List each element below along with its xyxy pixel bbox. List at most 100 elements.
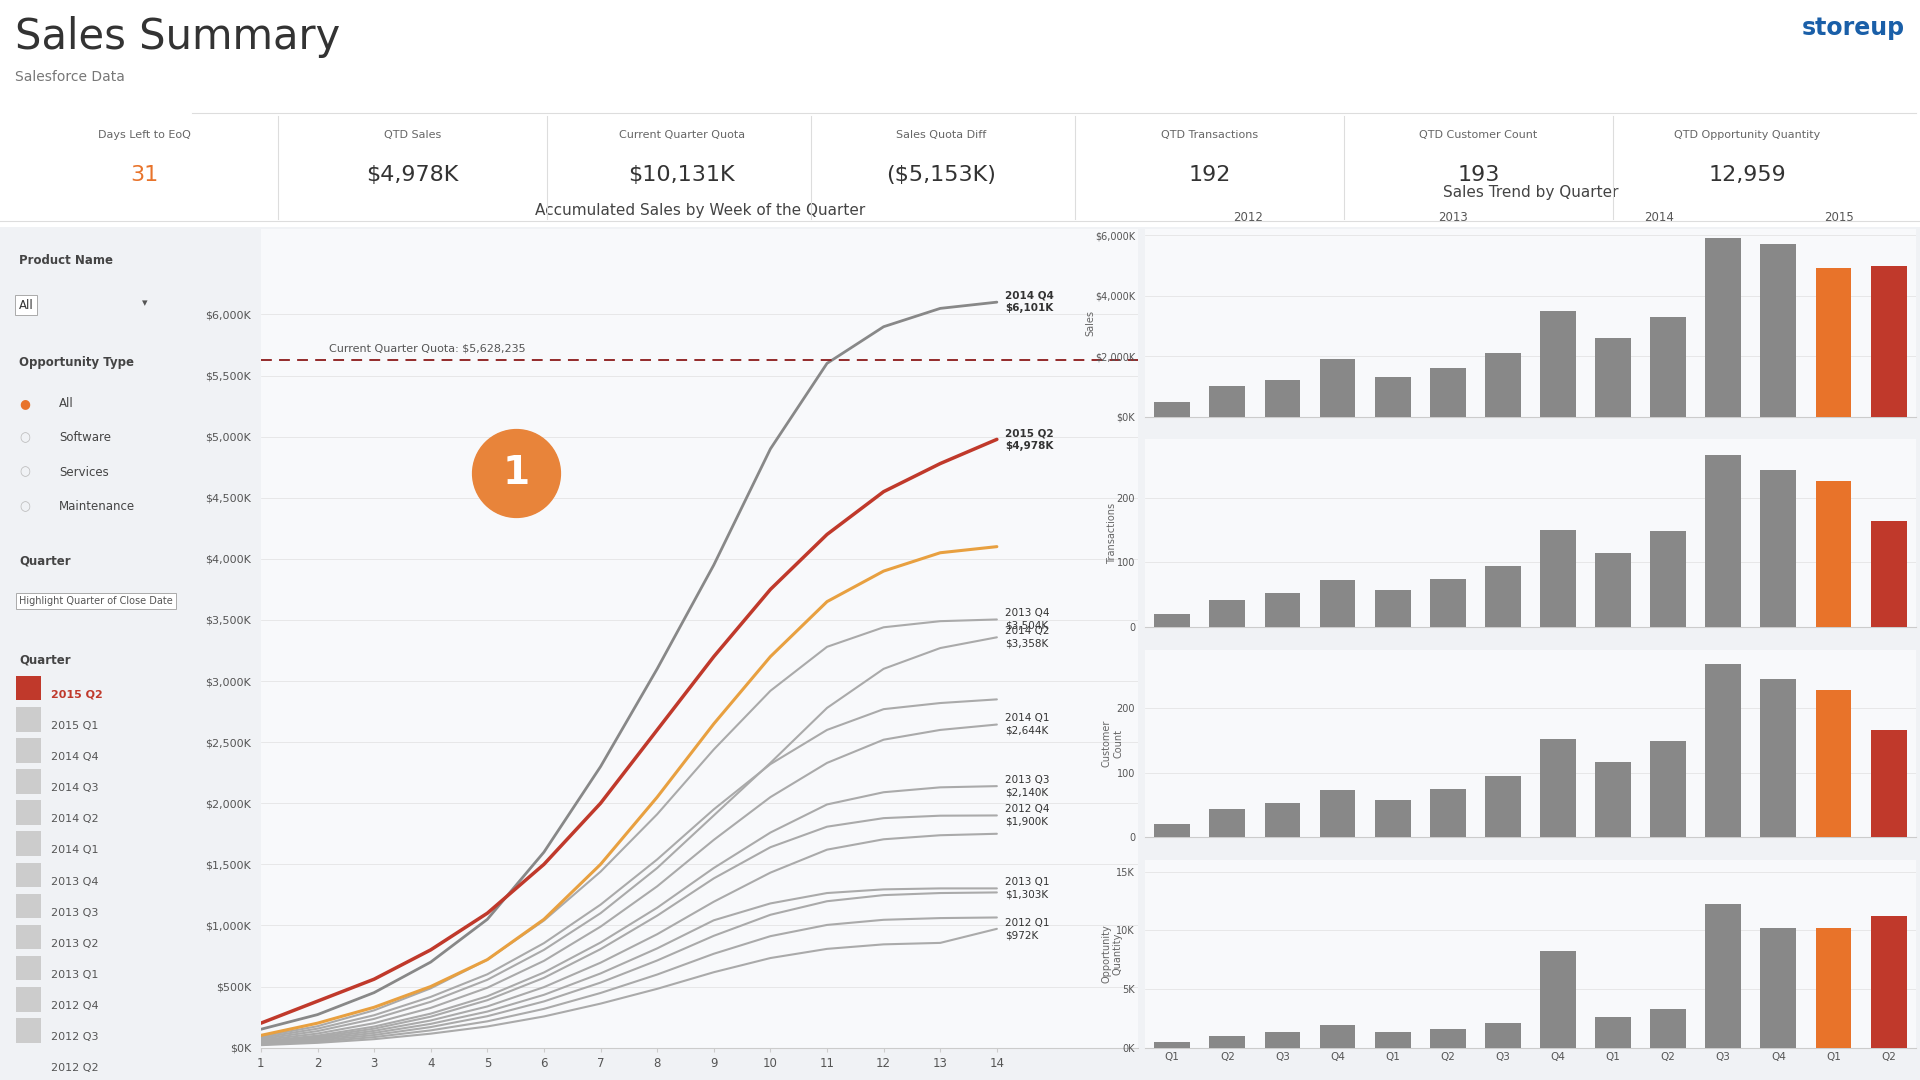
Text: Quarter: Quarter (19, 653, 71, 666)
Bar (1375, 1032, 1411, 1048)
Bar (1761, 928, 1797, 1048)
Bar (1484, 566, 1521, 627)
Bar (1816, 690, 1851, 837)
Bar (17, 987, 42, 1012)
Text: Sales Summary: Sales Summary (15, 16, 340, 58)
Bar (1816, 928, 1851, 1048)
Bar (1705, 238, 1741, 417)
Bar (1154, 615, 1190, 627)
Text: 2012 Q4: 2012 Q4 (52, 1001, 100, 1011)
Bar (1484, 1023, 1521, 1048)
Bar (1265, 804, 1300, 837)
Text: 2014 Q4: 2014 Q4 (52, 752, 100, 762)
Text: 2014 Q2: 2014 Q2 (52, 814, 100, 824)
Bar (17, 676, 42, 701)
Text: All: All (19, 298, 35, 311)
Bar (1705, 664, 1741, 837)
Bar (1210, 599, 1246, 627)
Y-axis label: Sales: Sales (1085, 310, 1096, 336)
Text: 2013 Q3
$2,140K: 2013 Q3 $2,140K (1006, 775, 1050, 797)
Text: storeup: storeup (1801, 16, 1905, 40)
Bar (1761, 244, 1797, 417)
Text: ▾: ▾ (142, 298, 148, 309)
Text: Current Quarter Quota: Current Quarter Quota (618, 130, 745, 139)
Bar (1816, 482, 1851, 627)
Text: Highlight Quarter of Close Date: Highlight Quarter of Close Date (19, 596, 173, 606)
Text: QTD Transactions: QTD Transactions (1162, 130, 1258, 139)
Bar (1154, 402, 1190, 417)
Text: 2014 Q4
$6,101K: 2014 Q4 $6,101K (1006, 291, 1054, 313)
Text: 2013 Q1: 2013 Q1 (52, 970, 98, 980)
Text: ●: ● (19, 396, 29, 409)
Bar (17, 832, 42, 856)
Text: ($5,153K): ($5,153K) (885, 165, 996, 186)
Text: Days Left to EoQ: Days Left to EoQ (98, 130, 190, 139)
Bar (17, 800, 42, 825)
Title: Accumulated Sales by Week of the Quarter: Accumulated Sales by Week of the Quarter (534, 203, 864, 218)
Text: 2015 Q2: 2015 Q2 (52, 690, 104, 700)
Text: Software: Software (60, 431, 111, 444)
Bar (1210, 1036, 1246, 1048)
Bar (17, 1050, 42, 1074)
Text: 2012 Q3: 2012 Q3 (52, 1032, 100, 1042)
Bar (1596, 1017, 1630, 1048)
Text: QTD Customer Count: QTD Customer Count (1419, 130, 1538, 139)
Text: 192: 192 (1188, 165, 1231, 186)
Bar (1430, 788, 1465, 837)
Bar (17, 863, 42, 887)
Y-axis label: Opportunity
Quantity: Opportunity Quantity (1102, 924, 1123, 983)
Bar (1651, 741, 1686, 837)
Bar (1210, 810, 1246, 837)
Text: 1: 1 (503, 455, 530, 492)
Bar (1210, 387, 1246, 417)
Text: 2013 Q3: 2013 Q3 (52, 907, 98, 918)
Text: 193: 193 (1457, 165, 1500, 186)
Bar (1430, 579, 1465, 627)
Text: $10,131K: $10,131K (628, 165, 735, 186)
Bar (1705, 456, 1741, 627)
Text: 2013 Q4: 2013 Q4 (52, 877, 100, 887)
Bar (17, 738, 42, 762)
Text: 31: 31 (131, 165, 157, 186)
Text: ○: ○ (19, 500, 29, 513)
Bar (1596, 553, 1630, 627)
Text: Current Quarter Quota: $5,628,235: Current Quarter Quota: $5,628,235 (328, 343, 526, 353)
Bar (1375, 590, 1411, 627)
Bar (17, 707, 42, 731)
Bar (1484, 775, 1521, 837)
Y-axis label: Transactions: Transactions (1108, 502, 1117, 564)
Bar (1596, 762, 1630, 837)
Text: $4,978K: $4,978K (367, 165, 459, 186)
Bar (1761, 470, 1797, 627)
Bar (1870, 522, 1907, 627)
Text: Sales Quota Diff: Sales Quota Diff (895, 130, 987, 139)
Text: 2013 Q4
$3,504K: 2013 Q4 $3,504K (1006, 608, 1050, 631)
Text: ○: ○ (19, 431, 29, 444)
Bar (1375, 377, 1411, 417)
Text: Salesforce Data: Salesforce Data (15, 70, 125, 84)
Text: 2012 Q4
$1,900K: 2012 Q4 $1,900K (1006, 805, 1050, 826)
Text: 2014 Q1: 2014 Q1 (52, 846, 100, 855)
Bar (1430, 368, 1465, 417)
Bar (1596, 338, 1630, 417)
Text: All: All (60, 396, 73, 409)
Bar (1540, 311, 1576, 417)
Bar (1540, 951, 1576, 1048)
Text: 2012 Q1
$972K: 2012 Q1 $972K (1006, 918, 1050, 940)
Bar (1265, 1032, 1300, 1048)
Text: 2014 Q3: 2014 Q3 (52, 783, 100, 793)
Bar (17, 956, 42, 981)
Bar (1761, 679, 1797, 837)
Text: Maintenance: Maintenance (60, 500, 134, 513)
Bar (1540, 739, 1576, 837)
Bar (1319, 1025, 1356, 1048)
Text: 2014 Q1
$2,644K: 2014 Q1 $2,644K (1006, 714, 1050, 735)
Bar (1651, 1009, 1686, 1048)
Text: Quarter: Quarter (19, 555, 71, 568)
Bar (1319, 580, 1356, 627)
Bar (1816, 268, 1851, 417)
Bar (1154, 824, 1190, 837)
Y-axis label: Customer
Count: Customer Count (1102, 719, 1123, 767)
Bar (17, 1018, 42, 1042)
Bar (17, 769, 42, 794)
